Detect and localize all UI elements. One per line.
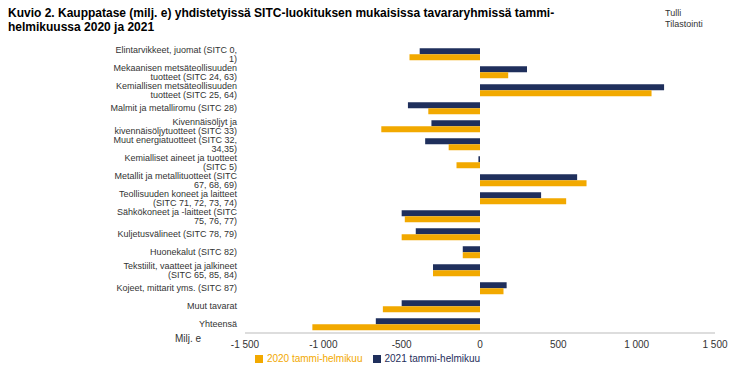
svg-text:Yhteensä: Yhteensä (199, 319, 237, 329)
svg-text:Muut tavarat: Muut tavarat (187, 301, 238, 311)
svg-text:Malmit ja metalliromu (SITC 28: Malmit ja metalliromu (SITC 28) (110, 103, 237, 113)
svg-text:Elintarvikkeet, juomat (SITC 0: Elintarvikkeet, juomat (SITC 0,1) (115, 45, 237, 64)
html-text:Kuvio 2. Kauppatase (milj. e): Kuvio 2. Kauppatase (milj. e) yhdistetyi… (8, 6, 555, 34)
svg-text:1 500: 1 500 (702, 339, 727, 350)
svg-text:500: 500 (550, 339, 567, 350)
html-text:2021 tammi-helmikuu: 2021 tammi-helmikuu (384, 353, 481, 364)
svg-text:Kemiallisen metsäteollisuudent: Kemiallisen metsäteollisuudentuotteet (S… (116, 81, 237, 100)
svg-text:1 000: 1 000 (624, 339, 649, 350)
svg-text:Sähkökoneet ja -laitteet (SITC: Sähkökoneet ja -laitteet (SITC75, 76, 77… (117, 207, 238, 226)
html-text:Tulli: Tulli (665, 8, 682, 18)
svg-text:-1 000: -1 000 (309, 339, 338, 350)
svg-text:Tekstiilit, vaatteet ja jalkin: Tekstiilit, vaatteet ja jalkineet(SITC 6… (123, 261, 237, 280)
html-text:2020 tammi-helmikuu: 2020 tammi-helmikuu (266, 353, 363, 364)
svg-text:Muut energiatuotteet (SITC 32,: Muut energiatuotteet (SITC 32,34,35) (113, 135, 237, 154)
svg-text:Huonekalut (SITC 82): Huonekalut (SITC 82) (150, 247, 237, 257)
svg-text:Kuljetusvälineet (SITC 78, 79): Kuljetusvälineet (SITC 78, 79) (117, 229, 237, 239)
svg-text:-1 500: -1 500 (231, 339, 260, 350)
svg-text:Kojeet, mittarit yms. (SITC 87: Kojeet, mittarit yms. (SITC 87) (116, 283, 237, 293)
html-text:Milj. e: Milj. e (175, 333, 202, 344)
svg-text:Metallit ja metallituotteet (S: Metallit ja metallituotteet (SITC67, 68,… (114, 171, 237, 190)
svg-text:Kemialliset aineet ja tuotteet: Kemialliset aineet ja tuotteet(SITC 5) (124, 153, 237, 172)
svg-text:Kivennäisöljyt jakivennäisöljy: Kivennäisöljyt jakivennäisöljytuotteet (… (114, 117, 237, 136)
svg-text:Mekaanisen metsäteollisuudentu: Mekaanisen metsäteollisuudentuotteet (SI… (113, 63, 237, 82)
html-text:Tilastointi: Tilastointi (665, 19, 703, 29)
svg-text:0: 0 (477, 339, 483, 350)
svg-text:Teollisuuden koneet ja laittee: Teollisuuden koneet ja laitteet(SITC 71,… (119, 189, 238, 208)
svg-text:-500: -500 (392, 339, 412, 350)
